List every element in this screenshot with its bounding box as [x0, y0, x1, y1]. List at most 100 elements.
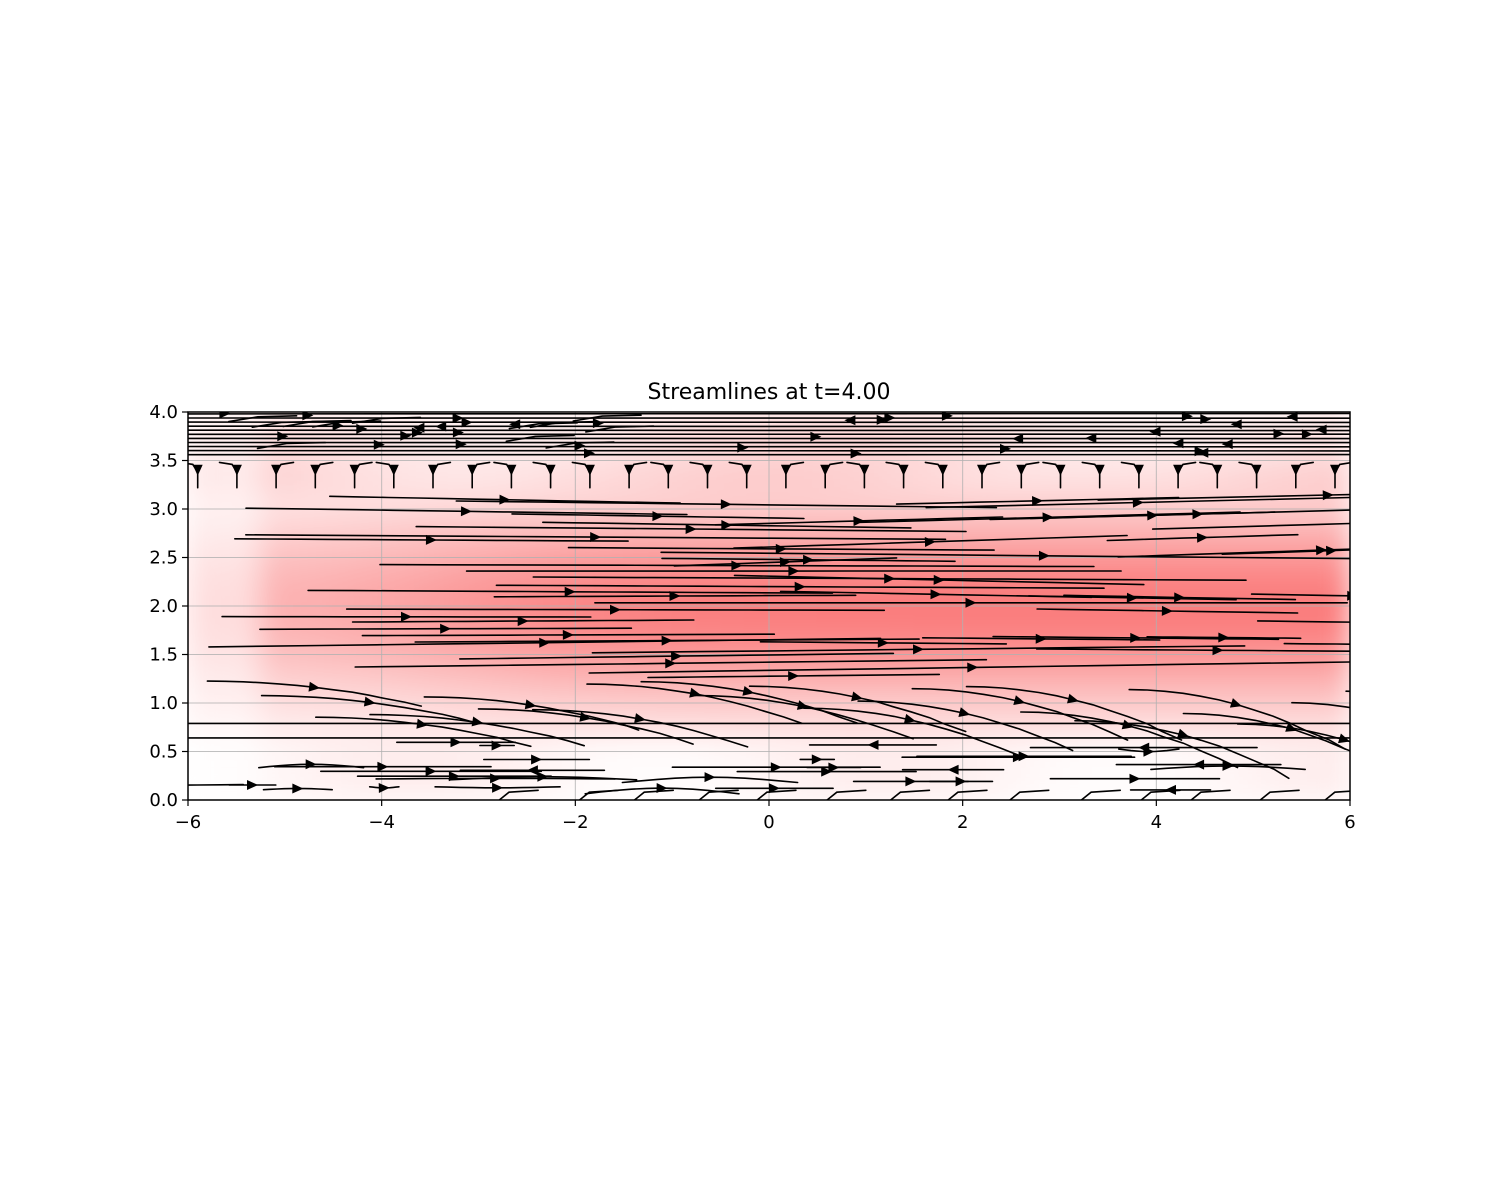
field-cell — [380, 621, 407, 640]
field-cell — [768, 508, 795, 527]
field-cell — [235, 766, 262, 785]
field-cell — [985, 412, 1013, 430]
field-cell — [743, 718, 770, 737]
field-cell — [525, 540, 553, 559]
field-cell — [188, 443, 214, 462]
field-cell — [1034, 653, 1061, 672]
field-cell — [429, 443, 456, 462]
field-cell — [501, 734, 528, 753]
field-cell — [1010, 605, 1037, 624]
field-cell — [1082, 669, 1109, 688]
field-cell — [719, 766, 746, 785]
field-cell — [477, 734, 504, 753]
field-cell — [1276, 540, 1303, 559]
field-cell — [453, 508, 480, 527]
field-cell — [574, 427, 601, 446]
streamline-arrow — [704, 772, 716, 783]
field-cell — [211, 734, 238, 753]
field-cell — [864, 782, 891, 800]
streamline-arrow — [1132, 497, 1144, 508]
field-cell — [1324, 718, 1350, 737]
streamline-arrow — [1012, 752, 1024, 763]
streamline-arrow — [811, 754, 823, 765]
field-cell — [768, 702, 795, 721]
field-cell — [985, 605, 1013, 624]
field-cell — [211, 750, 238, 769]
field-cell — [743, 443, 770, 462]
field-cell — [1106, 443, 1134, 462]
field-cell — [1131, 621, 1158, 640]
field-cell — [1276, 637, 1303, 656]
field-cell — [477, 702, 504, 721]
field-cell — [1010, 443, 1037, 462]
field-cell — [1203, 734, 1230, 753]
field-cell — [1228, 718, 1255, 737]
field-cell — [235, 718, 262, 737]
field-cell — [501, 412, 528, 430]
field-cell — [1155, 459, 1182, 478]
field-cell — [889, 443, 916, 462]
field-cell — [332, 572, 359, 591]
field-cell — [1131, 782, 1158, 800]
field-cell — [525, 524, 553, 543]
field-cell — [1034, 782, 1061, 800]
field-cell — [768, 734, 795, 753]
field-cell — [1082, 621, 1109, 640]
field-cell — [453, 782, 480, 800]
streamline-arrow — [624, 464, 635, 476]
field-cell — [768, 718, 795, 737]
streamline — [1345, 690, 1350, 693]
field-cell — [598, 669, 625, 688]
field-cell — [1034, 443, 1061, 462]
streamline-arrow — [517, 616, 529, 627]
field-cell — [308, 653, 335, 672]
field-cell — [1252, 588, 1279, 607]
streamline-arrow — [192, 464, 203, 476]
field-cell — [283, 734, 310, 753]
field-cell — [188, 653, 214, 672]
field-cell — [574, 540, 601, 559]
field-cell — [768, 459, 795, 478]
field-cell — [332, 734, 359, 753]
field-cell — [1058, 621, 1085, 640]
field-cell — [1155, 540, 1182, 559]
field-cell — [598, 524, 625, 543]
field-cell — [477, 475, 504, 494]
streamline — [351, 416, 422, 424]
field-cell — [1082, 685, 1109, 704]
field-cell — [188, 572, 214, 591]
field-cell — [259, 718, 286, 737]
field-cell — [961, 427, 988, 446]
field-cell — [211, 572, 238, 591]
field-cell — [211, 459, 238, 478]
field-cell — [840, 605, 867, 624]
field-cell — [235, 734, 262, 753]
field-cell — [1082, 540, 1109, 559]
field-cell — [622, 572, 649, 591]
field-cell — [1179, 572, 1206, 591]
field-cell — [550, 734, 577, 753]
field-cell — [1106, 556, 1134, 575]
streamline-arrow — [499, 494, 511, 505]
streamline-arrow — [1433, 618, 1444, 628]
field-cell — [1131, 685, 1158, 704]
streamline-arrow — [413, 422, 425, 433]
field-cell — [1034, 621, 1061, 640]
field-cell — [404, 491, 432, 510]
field-cell — [259, 475, 286, 494]
field-cell — [477, 572, 504, 591]
field-cell — [816, 685, 843, 704]
field-cell — [1324, 766, 1350, 785]
field-cell — [235, 540, 262, 559]
streamline-arrow — [584, 448, 595, 459]
field-cell — [647, 412, 674, 430]
field-cell — [1082, 766, 1109, 785]
field-cell — [671, 459, 698, 478]
field-cell — [574, 718, 601, 737]
streamline-arrows — [192, 412, 1444, 795]
field-cell — [404, 540, 432, 559]
field-cell — [453, 540, 480, 559]
field-cell — [308, 540, 335, 559]
field-cell — [889, 475, 916, 494]
field-cell — [864, 459, 891, 478]
